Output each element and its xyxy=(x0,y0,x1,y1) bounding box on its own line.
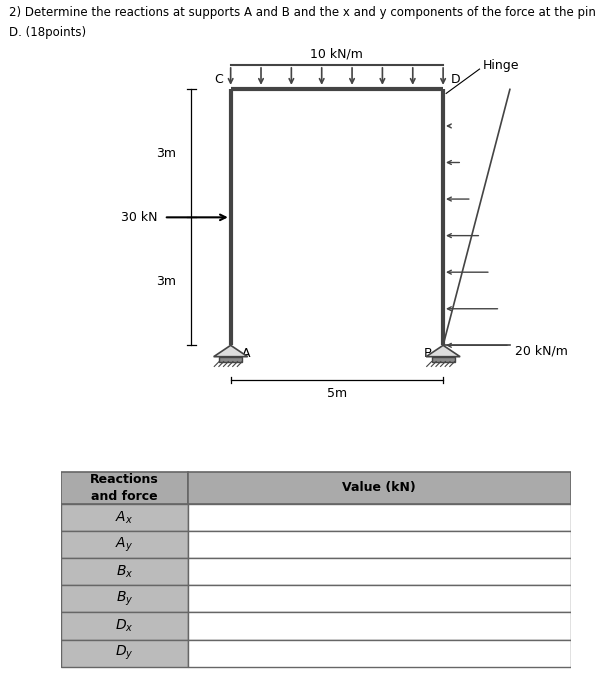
Bar xyxy=(61,612,188,640)
Bar xyxy=(61,472,188,504)
Bar xyxy=(61,531,188,558)
Text: $A_{y}$: $A_{y}$ xyxy=(115,536,134,554)
Bar xyxy=(188,558,571,585)
Text: $A_{x}$: $A_{x}$ xyxy=(115,510,134,526)
Bar xyxy=(188,504,571,531)
Bar xyxy=(432,357,455,362)
Text: $D_{x}$: $D_{x}$ xyxy=(115,618,134,634)
Text: Hinge: Hinge xyxy=(483,59,519,71)
Text: 30 kN: 30 kN xyxy=(121,211,158,224)
Bar xyxy=(61,504,188,531)
Text: D. (18points): D. (18points) xyxy=(9,27,86,39)
Text: 3m: 3m xyxy=(156,275,176,288)
Text: A: A xyxy=(242,347,250,360)
Bar xyxy=(188,531,571,558)
Bar xyxy=(188,585,571,612)
Text: 3m: 3m xyxy=(156,147,176,160)
Bar xyxy=(61,558,188,585)
Text: $B_{x}$: $B_{x}$ xyxy=(116,564,133,580)
Text: Value (kN): Value (kN) xyxy=(342,482,416,494)
Text: 20 kN/m: 20 kN/m xyxy=(515,345,568,358)
Bar xyxy=(188,612,571,640)
Polygon shape xyxy=(214,345,248,357)
Text: Reactions
and force: Reactions and force xyxy=(90,473,159,503)
Bar xyxy=(188,472,571,504)
Polygon shape xyxy=(426,345,460,357)
Text: 10 kN/m: 10 kN/m xyxy=(310,47,364,60)
Text: 2) Determine the reactions at supports A and B and the x and y components of the: 2) Determine the reactions at supports A… xyxy=(9,6,596,19)
Text: $D_{y}$: $D_{y}$ xyxy=(115,644,134,662)
Text: B: B xyxy=(424,347,432,360)
Text: $B_{y}$: $B_{y}$ xyxy=(116,589,133,608)
Bar xyxy=(61,640,188,666)
Bar xyxy=(61,585,188,612)
Text: 5m: 5m xyxy=(327,387,347,400)
Bar xyxy=(188,640,571,666)
Bar xyxy=(219,357,242,362)
Text: D: D xyxy=(450,73,460,86)
Text: C: C xyxy=(215,73,223,86)
